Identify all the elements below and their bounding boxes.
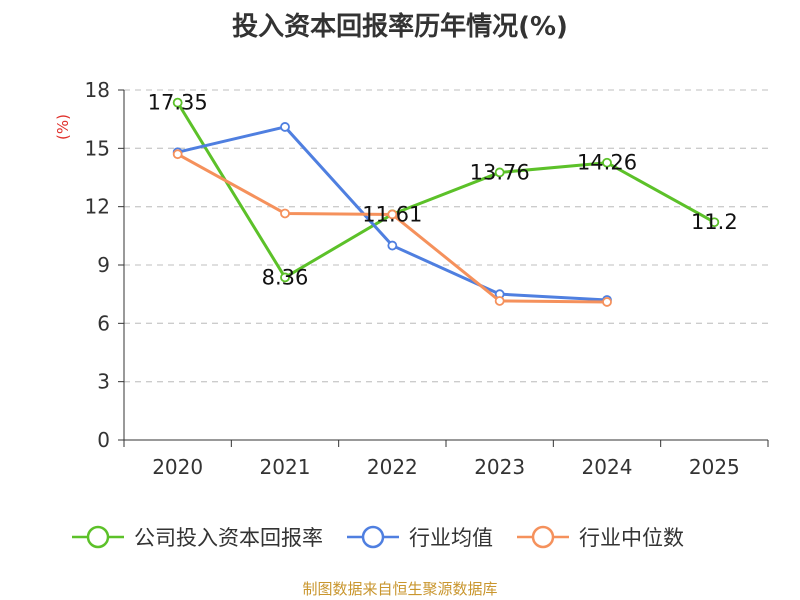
data-label: 11.2: [691, 210, 738, 234]
grid-layer: [124, 89, 768, 383]
series-line-2: [176, 152, 609, 304]
chart-source: 制图数据来自恒生聚源数据库: [302, 580, 498, 598]
x-tick-label: 2023: [474, 455, 525, 479]
x-tick-label: 2020: [152, 455, 203, 479]
series-layer: [172, 97, 720, 307]
data-point: [709, 217, 720, 228]
y-tick-label: 3: [97, 370, 110, 394]
y-tick-label: 0: [97, 428, 110, 452]
y-tick-label: 6: [97, 311, 110, 335]
x-tick-label: 2021: [260, 455, 311, 479]
legend-marker: [361, 525, 385, 549]
legend-marker: [86, 525, 110, 549]
data-point: [172, 149, 183, 160]
chart-title: 投入资本回报率历年情况(%): [232, 12, 568, 42]
data-label: 11.61: [362, 202, 422, 226]
legend-label: 行业中位数: [579, 526, 684, 550]
data-point: [602, 157, 612, 168]
y-tick-label: 9: [97, 253, 110, 277]
data-point: [387, 240, 398, 251]
data-label: 14.26: [577, 151, 637, 175]
legend-item-1: 行业均值: [347, 525, 493, 550]
axis-layer: 0 3 6 9 12 15 18 2020 2021 2022 2023 2024 2025 (%): [54, 78, 769, 479]
legend-item-0: 公司投入资本回报率: [72, 525, 323, 550]
data-label: 8.36: [262, 265, 309, 289]
legend-label: 公司投入资本回报率: [134, 526, 323, 550]
data-point: [280, 208, 290, 219]
x-tick-label: 2022: [367, 455, 418, 479]
data-point: [494, 167, 505, 178]
data-label: 17.35: [148, 91, 208, 115]
data-point: [387, 209, 398, 220]
legend-label: 行业均值: [409, 526, 493, 550]
data-point: [280, 272, 290, 283]
data-point: [280, 122, 290, 132]
data-label-layer: 17.35 8.36 11.61 13.76 14.26 11.2: [148, 91, 738, 290]
y-tick-label: 15: [85, 136, 110, 160]
data-point: [494, 296, 505, 306]
x-tick-label: 2024: [582, 455, 633, 479]
data-point: [172, 97, 183, 108]
y-tick-label: 18: [85, 78, 110, 102]
data-label: 13.76: [470, 160, 530, 184]
legend: 公司投入资本回报率 行业均值 行业中位数: [72, 525, 684, 550]
y-tick-label: 12: [85, 195, 110, 219]
series-line-0: [176, 101, 716, 279]
x-tick-label: 2025: [689, 455, 740, 479]
data-point: [602, 297, 612, 307]
y-axis-label: (%): [54, 114, 72, 140]
legend-marker: [531, 525, 555, 549]
legend-item-2: 行业中位数: [517, 525, 684, 550]
